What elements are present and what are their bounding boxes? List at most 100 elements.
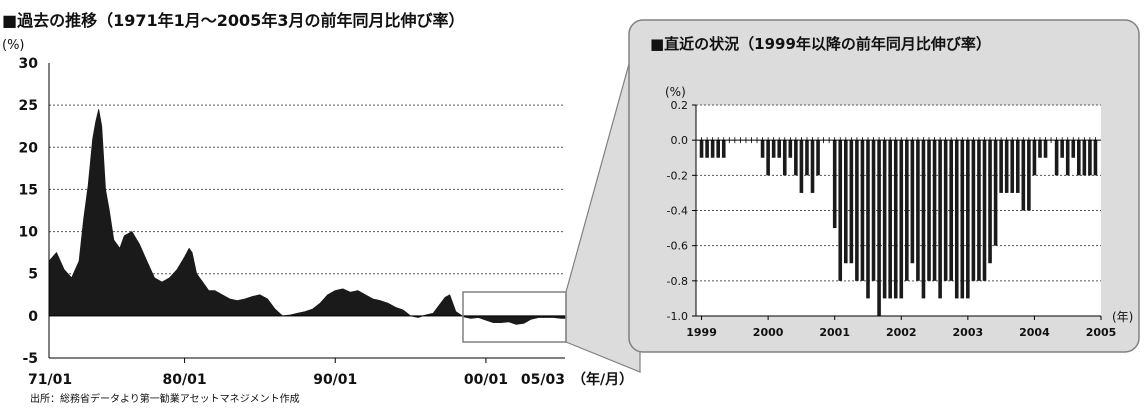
- recent-bar: [1071, 140, 1076, 158]
- recent-y-tick-label: -1.0: [667, 310, 688, 323]
- recent-bar: [710, 140, 715, 158]
- recent-bar: [999, 140, 1003, 193]
- recent-bar: [782, 140, 787, 176]
- recent-bar: [1043, 140, 1048, 158]
- recent-bar: [927, 140, 931, 281]
- recent-bar: [949, 140, 954, 281]
- history-x-tick-label: 00/01: [464, 372, 508, 388]
- recent-bar: [932, 140, 937, 281]
- history-x-unit: （年/月）: [572, 371, 633, 388]
- history-x-tick-label: 71/01: [28, 372, 72, 388]
- recent-bar: [977, 140, 981, 281]
- recent-bar: [1015, 140, 1020, 193]
- recent-bar: [971, 140, 976, 281]
- recent-bar: [893, 140, 898, 299]
- recent-x-tick-label: 2004: [1019, 326, 1050, 339]
- recent-bar: [982, 140, 987, 281]
- recent-bar: [871, 140, 876, 281]
- recent-x-tick-label: 2000: [753, 326, 784, 339]
- recent-bar: [805, 140, 809, 176]
- recent-y-tick-labels: -1.0 -0.8 -0.6 -0.4 -0.2 0.0 0.2: [667, 99, 688, 323]
- recent-bar: [966, 140, 970, 299]
- recent-bar: [882, 140, 887, 299]
- source-note: 出所：総務省データより第一勧業アセットマネジメント作成: [30, 392, 300, 405]
- history-area-series: [48, 109, 566, 325]
- recent-bar: [1004, 140, 1009, 193]
- recent-bar: [721, 140, 726, 158]
- history-gridlines: [49, 104, 565, 275]
- recent-bar: [788, 140, 793, 158]
- recent-panel: ■直近の状況（1999年以降の前年同月比伸び率） (%) -1.0 -0.8 -0.…: [628, 19, 1140, 353]
- recent-y-tick-label: 0.0: [671, 134, 689, 147]
- recent-bar: [816, 140, 820, 176]
- recent-x-tick-label: 2005: [1086, 326, 1117, 339]
- history-y-tick-label: 10: [19, 225, 39, 241]
- history-y-tick-label: -5: [22, 351, 38, 367]
- recent-bar: [993, 140, 998, 246]
- recent-bar-series: [699, 137, 1098, 316]
- recent-chart-title: ■直近の状況（1999年以降の前年同月比伸び率）: [650, 35, 991, 53]
- recent-bar: [916, 140, 920, 281]
- recent-bar: [771, 140, 776, 158]
- recent-bar: [705, 140, 709, 158]
- recent-y-tick-label: -0.6: [667, 240, 688, 253]
- recent-bar: [954, 140, 959, 299]
- history-y-tick-label: 30: [19, 56, 39, 72]
- recent-bar: [699, 140, 704, 158]
- history-y-tick-label: 5: [28, 267, 38, 283]
- recent-bar: [1054, 140, 1059, 176]
- recent-bar: [1032, 140, 1037, 176]
- recent-bar: [810, 140, 815, 193]
- recent-x-tick-label: 2003: [953, 326, 984, 339]
- recent-bar: [832, 140, 837, 229]
- recent-bar: [760, 140, 765, 158]
- recent-bar: [1060, 140, 1064, 158]
- recent-bar: [1093, 140, 1098, 176]
- zoom-callout: [462, 23, 641, 373]
- recent-bar: [799, 140, 804, 193]
- recent-bar: [1021, 140, 1026, 211]
- recent-x-tick-label: 2002: [886, 326, 917, 339]
- recent-bar: [910, 140, 915, 264]
- recent-y-tick-label: -0.8: [667, 275, 688, 288]
- recent-y-tick-label: 0.2: [671, 99, 689, 112]
- recent-bar: [1077, 140, 1081, 176]
- recent-bar: [843, 140, 848, 264]
- recent-x-tick-label: 2001: [819, 326, 850, 339]
- recent-bar: [860, 140, 865, 281]
- recent-bar: [905, 140, 909, 281]
- recent-x-tick-labels: 1999 2000 2001 2002 2003 2004 2005: [686, 316, 1116, 339]
- history-x-tick-labels: 71/01 80/01 90/01 00/01 05/03: [28, 358, 565, 388]
- history-x-tick-label: 90/01: [313, 372, 357, 388]
- recent-x-tick-label: 1999: [686, 326, 717, 339]
- history-x-tick-label: 80/01: [163, 372, 207, 388]
- recent-bar: [1088, 140, 1092, 176]
- recent-bar: [777, 140, 782, 158]
- recent-bar: [888, 140, 892, 299]
- recent-bar: [1082, 140, 1087, 176]
- recent-y-tick-label: -0.2: [667, 169, 688, 182]
- recent-x-unit: (年): [1112, 310, 1133, 324]
- zoom-highlight-box: [462, 291, 567, 343]
- recent-bar: [877, 140, 881, 316]
- recent-bar: [943, 140, 948, 281]
- history-y-tick-label: 25: [19, 98, 38, 114]
- history-x-tick-label: 05/03: [521, 372, 565, 388]
- recent-bar: [866, 140, 870, 299]
- recent-bar: [921, 140, 926, 299]
- history-y-tick-label: 15: [19, 182, 38, 198]
- history-chart-title: ■過去の推移（1971年1月～2005年3月の前年同月比伸び率）: [2, 11, 464, 30]
- recent-y-unit: (%): [665, 85, 686, 99]
- recent-bar: [899, 140, 904, 299]
- history-y-tick-label: 20: [19, 140, 39, 156]
- history-chart: ■過去の推移（1971年1月～2005年3月の前年同月比伸び率） (%) -5 0…: [2, 11, 633, 405]
- recent-bar: [838, 140, 843, 281]
- recent-bar: [1038, 140, 1042, 158]
- recent-bar: [988, 140, 992, 264]
- recent-bar: [960, 140, 965, 299]
- recent-y-tick-label: -0.4: [667, 205, 688, 218]
- recent-bar: [1027, 140, 1031, 211]
- history-y-tick-label: 0: [28, 309, 38, 325]
- recent-bar: [849, 140, 854, 264]
